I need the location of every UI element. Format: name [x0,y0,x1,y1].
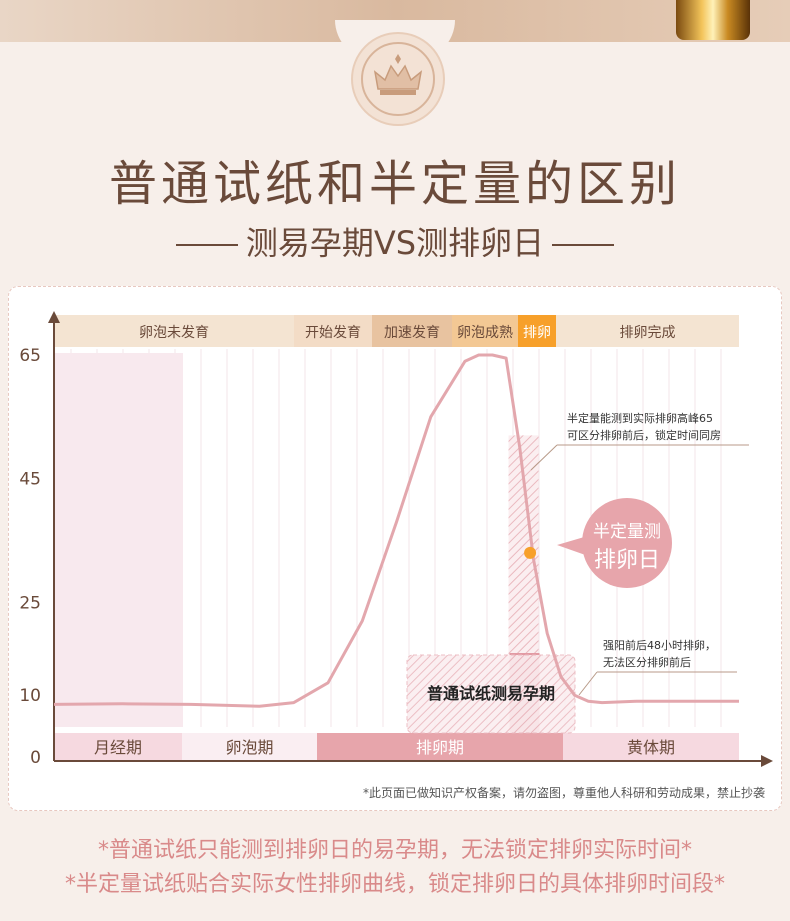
ovulation-bubble [582,498,672,588]
stage-label: 排卵完成 [620,325,676,341]
y-tick-label: 25 [19,593,41,613]
phase-bar-segment [317,733,563,761]
phase-label: 黄体期 [627,738,675,757]
y-tick-label: 65 [19,346,41,366]
callout-top-text-2: 可区分排卵前后，锁定时间同房 [567,428,721,442]
page-subtitle: 测易孕期VS测排卵日 [0,218,790,264]
bubble-text-1: 半定量测 [593,522,661,542]
product-bottle-image [676,0,750,40]
stage-label: 排卵 [523,325,551,341]
phase-bar-segment [563,733,739,761]
phase-bar-segment [182,733,317,761]
stage-bar-segment [556,315,739,347]
stage-label: 卵泡未发育 [139,325,209,341]
page-title: 普通试纸和半定量的区别 [108,156,681,212]
lh-curve [53,353,739,708]
copyright-text: *此页面已做知识产权备案，请勿盗图，尊重他人科研和劳动成果，禁止抄袭 [363,785,765,800]
stage-label: 卵泡成熟 [457,325,513,341]
callout-bottom-leader [578,671,598,696]
subtitle-text: 测易孕期VS测排卵日 [245,224,545,262]
stage-bar-segment [372,315,452,347]
x-axis-arrow [761,755,773,767]
stage-label: 加速发育 [384,325,440,341]
chart-panel: 卵泡未发育 开始发育 加速发育 卵泡成熟 排卵 排卵完成月经期 卵泡期 排卵期 黄体期 普通试纸测… [8,286,782,811]
callout-top-leader [530,444,558,471]
y-tick-label: 45 [19,470,41,490]
phase-label: 月经期 [94,738,142,757]
phase-label: 排卵期 [416,738,464,757]
bubble-text-2: 排卵日 [594,548,660,573]
subtitle-dash-right [552,244,615,246]
stage-label: 开始发育 [305,325,361,341]
phase-label: 卵泡期 [225,738,273,757]
callout-top-text-1: 半定量能测到实际排卵高峰65 [567,411,713,425]
menstrual-shade [55,353,183,727]
y-tick-label: 0 [30,748,41,768]
ovulation-point [524,546,537,559]
callout-bottom-text-2: 无法区分排卵前后 [603,655,691,669]
note-line-2: *半定量试纸贴合实际女性排卵曲线，锁定排卵日的具体排卵时间段* [64,872,725,897]
stage-bar-segment [54,315,294,347]
crown-logo [351,32,445,126]
note-line-1: *普通试纸只能测到排卵日的易孕期，无法锁定排卵实际时间* [97,838,692,863]
stage-bar-segment [518,315,556,347]
phase-bar-segment [54,733,182,761]
y-tick-label: 10 [19,686,41,706]
subtitle-dash-left [175,244,238,246]
common-strip-label: 普通试纸测易孕期 [427,684,555,703]
stage-bar-segment [294,315,372,347]
stage-bar-segment [452,315,518,347]
y-axis-arrow [48,311,60,323]
callout-bottom-text-1: 强阳前后48小时排卵， [603,638,716,652]
